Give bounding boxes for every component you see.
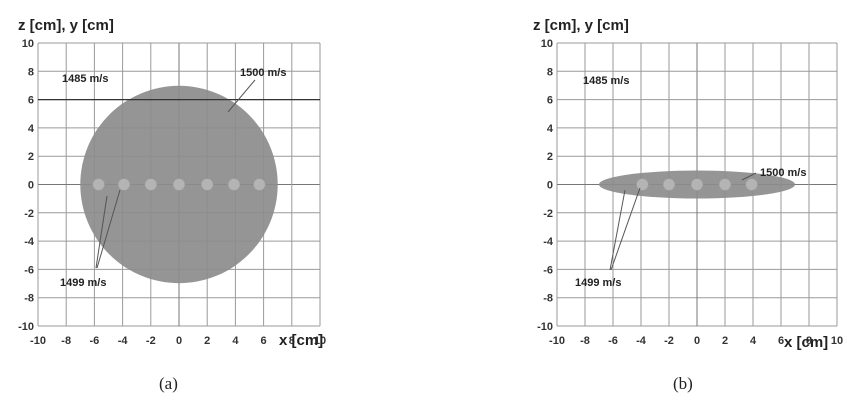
y-tick-label: 6 [28,95,34,107]
panel-b-label-background: 1485 m/s [583,75,629,87]
panel-b-grid [556,42,838,327]
panel-a-x-tick-labels: -10 -8 -6 -4 -2 0 2 4 6 8 10 [30,335,326,347]
x-tick-label: 10 [314,335,326,347]
x-tick-label: 6 [778,335,784,347]
y-tick-label: 0 [28,180,34,192]
y-tick-label: -6 [543,264,553,276]
array-element [252,178,266,191]
panel-b-label-elements: 1499 m/s [575,277,621,289]
y-tick-label: 10 [22,38,34,50]
y-tick-label: -2 [24,208,34,220]
y-tick-label: 2 [547,151,553,163]
panel-a-x-axis-label: x [cm] [279,332,323,349]
y-tick-label: 6 [547,95,553,107]
x-tick-label: 10 [831,335,843,347]
y-tick-label: -2 [543,208,553,220]
panel-b-y-tick-labels: 10 8 6 4 2 0 -2 -4 -6 -8 -10 [537,38,554,333]
panel-b-leaders [609,172,757,271]
y-tick-label: -6 [24,264,34,276]
array-element [662,178,676,191]
array-element [690,178,704,191]
y-tick-label: 10 [541,38,553,50]
array-element [92,178,106,191]
panel-b-title: z [cm], y [cm] [533,17,629,34]
panel-a-leaders [95,79,256,269]
x-tick-label: -4 [636,335,647,347]
array-element [227,178,241,191]
y-tick-label: -10 [537,321,553,333]
y-tick-label: 4 [28,123,35,135]
x-tick-label: -8 [61,335,71,347]
x-tick-label: 6 [261,335,267,347]
panel-b-label-inclusion: 1500 m/s [760,167,806,179]
y-tick-label: -4 [543,236,554,248]
y-tick-label: -4 [24,236,35,248]
panel-a-label-background: 1485 m/s [62,73,108,85]
x-tick-label: -10 [549,335,565,347]
x-tick-label: -2 [664,335,674,347]
y-tick-label: 8 [547,66,553,78]
x-tick-label: -8 [580,335,590,347]
x-tick-label: -10 [30,335,46,347]
x-tick-label: -6 [608,335,618,347]
array-element [745,178,758,191]
panel-a-y-tick-labels: 10 8 6 4 2 0 -2 -4 -6 -8 -10 [18,38,35,333]
x-tick-label: 0 [694,335,700,347]
array-element [636,178,649,191]
array-element [117,178,131,191]
panel-a-elements [92,178,266,191]
y-tick-label: -8 [543,293,553,305]
x-tick-label: -2 [146,335,156,347]
y-tick-label: 8 [28,66,34,78]
panel-b-caption: (b) [673,374,693,393]
array-element [718,178,732,191]
x-tick-label: -4 [118,335,129,347]
y-tick-label: -8 [24,293,34,305]
y-tick-label: 2 [28,151,34,163]
panel-a-label-inclusion: 1500 m/s [240,67,286,79]
x-tick-label: -6 [90,335,100,347]
x-tick-label: 8 [289,335,295,347]
panel-b-x-axis-label: x [cm] [784,334,828,351]
panel-a-title: z [cm], y [cm] [18,17,114,34]
x-tick-label: 0 [176,335,182,347]
y-tick-label: 4 [547,123,554,135]
panel-b-elements [636,178,758,191]
array-element [172,178,186,191]
x-tick-label: 8 [806,335,812,347]
x-tick-label: 4 [232,335,239,347]
y-tick-label: 0 [547,180,553,192]
array-element [200,178,214,191]
panel-a-caption: (a) [159,374,178,393]
x-tick-label: 4 [750,335,757,347]
panel-a-label-elements: 1499 m/s [60,277,106,289]
panel-b-x-tick-labels: -10 -8 -6 -4 -2 0 2 4 6 8 10 [549,335,843,347]
x-tick-label: 2 [204,335,210,347]
y-tick-label: -10 [18,321,34,333]
array-element [144,178,158,191]
x-tick-label: 2 [722,335,728,347]
